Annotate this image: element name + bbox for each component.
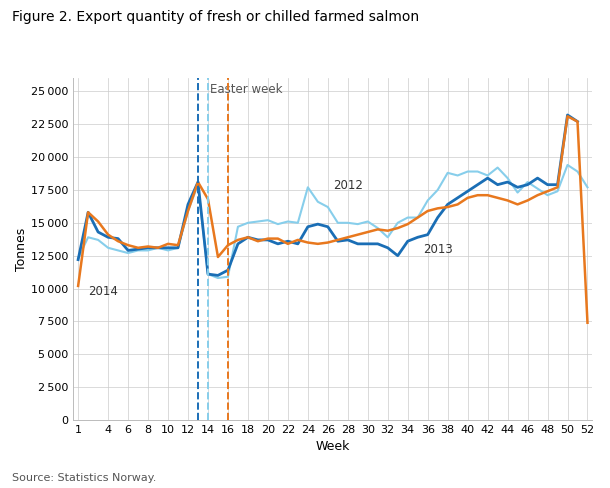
Text: Source: Statistics Norway.: Source: Statistics Norway.	[12, 473, 157, 483]
Text: Easter week: Easter week	[210, 83, 282, 97]
Text: 2012: 2012	[333, 179, 363, 192]
Y-axis label: Tonnes: Tonnes	[15, 227, 28, 271]
Text: 2013: 2013	[423, 243, 453, 256]
Text: 2014: 2014	[88, 285, 118, 298]
Text: Figure 2. Export quantity of fresh or chilled farmed salmon: Figure 2. Export quantity of fresh or ch…	[12, 10, 419, 24]
X-axis label: Week: Week	[315, 441, 350, 453]
